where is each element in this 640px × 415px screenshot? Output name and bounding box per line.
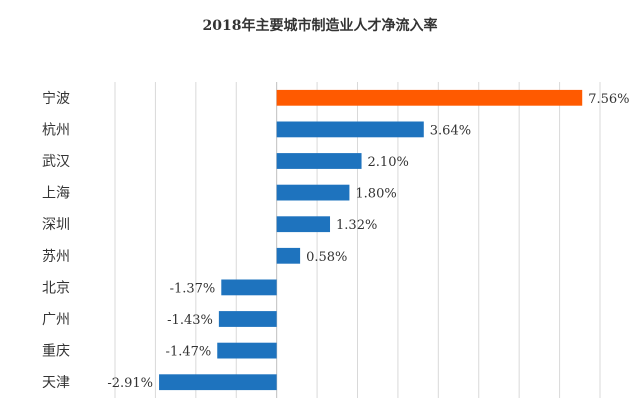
bar [276,216,331,233]
data-label: 2.10% [368,155,409,170]
category-label: 广州 [42,312,70,328]
data-label: 0.58% [306,250,347,265]
data-label: -1.47% [166,345,212,360]
data-label: -2.91% [107,376,153,391]
category-label: 重庆 [42,344,70,360]
category-label: 深圳 [42,217,70,233]
data-label: 1.80% [355,187,396,202]
category-label: 杭州 [42,122,70,138]
data-labels: 7.56% 3.64% 2.10% 1.80% 1.32% 0.58% -1.37% -1.4… [107,92,629,391]
data-label: 1.32% [336,218,377,233]
category-label: 北京 [42,280,70,296]
category-label: 宁波 [42,90,70,107]
bar [221,279,277,296]
bar [276,153,362,169]
chart-title: 2018年主要城市制造业人才净流入率 [203,17,438,34]
category-label: 天津 [42,375,70,391]
data-label: -1.37% [170,281,216,296]
data-label: 3.64% [430,123,471,138]
bar [218,311,277,327]
category-label: 苏州 [42,249,70,265]
category-label: 武汉 [42,154,70,170]
bar [276,121,424,138]
bar [276,89,583,106]
data-label: -1.43% [167,313,213,328]
bar [276,247,301,264]
category-label: 上海 [42,186,70,202]
data-label: 7.56% [588,92,629,107]
bar [159,374,277,391]
bar-layer [159,89,583,391]
bar [276,184,350,201]
bar [217,342,277,359]
